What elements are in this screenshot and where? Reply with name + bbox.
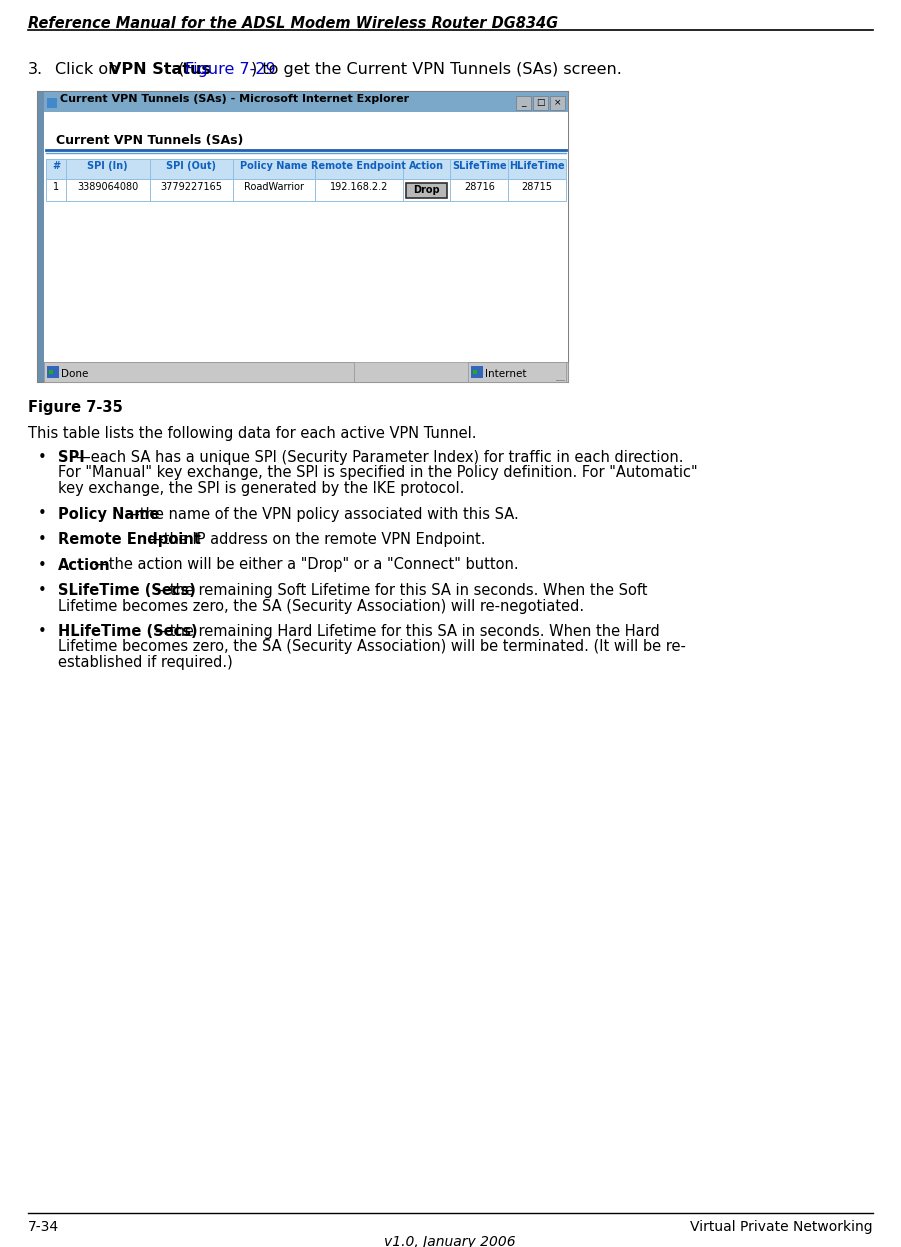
Text: #: # — [52, 161, 60, 171]
Bar — [403, 180, 450, 201]
Text: Drop: Drop — [414, 185, 440, 195]
Bar — [46, 160, 566, 180]
Text: Remote Endpoint: Remote Endpoint — [58, 532, 201, 547]
Bar — [46, 160, 66, 180]
Text: 192.168.2.2: 192.168.2.2 — [330, 182, 388, 192]
Bar — [66, 160, 150, 180]
Text: Policy Name: Policy Name — [241, 161, 308, 171]
Text: HLifeTime (Secs): HLifeTime (Secs) — [58, 624, 197, 638]
Bar — [315, 180, 403, 201]
Text: □: □ — [536, 99, 545, 107]
Text: This table lists the following data for each active VPN Tunnel.: This table lists the following data for … — [28, 426, 477, 441]
Text: 3389064080: 3389064080 — [77, 182, 139, 192]
Text: Lifetime becomes zero, the SA (Security Association) will be terminated. (It wil: Lifetime becomes zero, the SA (Security … — [58, 640, 686, 655]
Bar — [49, 370, 53, 374]
Text: Virtual Private Networking: Virtual Private Networking — [690, 1220, 873, 1235]
Text: •: • — [38, 450, 47, 465]
Bar — [44, 362, 568, 382]
Text: For "Manual" key exchange, the SPI is specified in the Policy definition. For "A: For "Manual" key exchange, the SPI is sp… — [58, 465, 697, 480]
Text: 28716: 28716 — [464, 182, 495, 192]
Bar — [47, 367, 59, 378]
Text: SPI (In): SPI (In) — [87, 161, 128, 171]
Text: Figure 7-35: Figure 7-35 — [28, 400, 123, 415]
Text: Figure 7-29: Figure 7-29 — [186, 62, 276, 77]
Bar — [233, 160, 315, 180]
Bar — [405, 183, 448, 198]
Bar — [508, 160, 566, 180]
Text: _: _ — [522, 99, 526, 107]
Bar — [468, 362, 566, 382]
Text: •: • — [38, 624, 47, 638]
Text: v1.0, January 2006: v1.0, January 2006 — [384, 1235, 515, 1247]
Bar — [44, 362, 354, 382]
Text: Action: Action — [58, 557, 111, 572]
Bar — [471, 367, 483, 378]
Bar — [38, 92, 44, 382]
Text: —each SA has a unique SPI (Security Parameter Index) for traffic in each directi: —each SA has a unique SPI (Security Para… — [77, 450, 684, 465]
Text: •: • — [38, 584, 47, 599]
Bar — [450, 180, 508, 201]
Text: —the IP address on the remote VPN Endpoint.: —the IP address on the remote VPN Endpoi… — [149, 532, 486, 547]
Text: ×: × — [554, 99, 561, 107]
Text: Lifetime becomes zero, the SA (Security Association) will re-negotiated.: Lifetime becomes zero, the SA (Security … — [58, 599, 584, 614]
Text: ) to get the Current VPN Tunnels (SAs) screen.: ) to get the Current VPN Tunnels (SAs) s… — [251, 62, 622, 77]
Text: Remote Endpoint: Remote Endpoint — [312, 161, 406, 171]
Text: Click on: Click on — [55, 62, 123, 77]
Bar — [533, 96, 548, 110]
Text: Current VPN Tunnels (SAs) - Microsoft Internet Explorer: Current VPN Tunnels (SAs) - Microsoft In… — [60, 94, 409, 104]
Text: key exchange, the SPI is generated by the IKE protocol.: key exchange, the SPI is generated by th… — [58, 481, 464, 496]
Bar — [44, 112, 568, 362]
Bar — [550, 96, 565, 110]
Bar — [473, 370, 477, 374]
Text: HLifeTime: HLifeTime — [509, 161, 565, 171]
Text: 1: 1 — [53, 182, 59, 192]
Text: Policy Name: Policy Name — [58, 506, 159, 521]
Text: •: • — [38, 532, 47, 547]
Text: •: • — [38, 506, 47, 521]
Bar — [46, 180, 66, 201]
Text: (: ( — [173, 62, 185, 77]
Text: SPI: SPI — [58, 450, 85, 465]
Text: —the name of the VPN policy associated with this SA.: —the name of the VPN policy associated w… — [124, 506, 518, 521]
Bar — [150, 160, 233, 180]
Text: •: • — [38, 557, 47, 572]
Text: 3779227165: 3779227165 — [160, 182, 223, 192]
Text: Reference Manual for the ADSL Modem Wireless Router DG834G: Reference Manual for the ADSL Modem Wire… — [28, 16, 558, 31]
Text: —the action will be either a "Drop" or a "Connect" button.: —the action will be either a "Drop" or a… — [95, 557, 519, 572]
Text: SPI (Out): SPI (Out) — [167, 161, 216, 171]
Text: established if required.): established if required.) — [58, 655, 232, 670]
Text: RoadWarrior: RoadWarrior — [244, 182, 305, 192]
Text: Action: Action — [409, 161, 444, 171]
Bar — [150, 180, 233, 201]
Bar — [508, 180, 566, 201]
Text: 7-34: 7-34 — [28, 1220, 59, 1235]
Bar — [403, 160, 450, 180]
Text: 3.: 3. — [28, 62, 43, 77]
Text: SLifeTime (Secs): SLifeTime (Secs) — [58, 584, 196, 599]
Text: Done: Done — [61, 369, 88, 379]
Bar — [233, 180, 315, 201]
Bar — [66, 180, 150, 201]
Text: Current VPN Tunnels (SAs): Current VPN Tunnels (SAs) — [56, 133, 243, 147]
Bar — [38, 92, 568, 382]
Bar — [516, 96, 531, 110]
Bar — [44, 92, 568, 112]
Bar — [47, 99, 57, 108]
Text: —the remaining Soft Lifetime for this SA in seconds. When the Soft: —the remaining Soft Lifetime for this SA… — [155, 584, 647, 599]
Text: Internet: Internet — [485, 369, 526, 379]
Text: —the remaining Hard Lifetime for this SA in seconds. When the Hard: —the remaining Hard Lifetime for this SA… — [155, 624, 660, 638]
Bar — [315, 160, 403, 180]
Text: 28715: 28715 — [522, 182, 552, 192]
Text: SLifeTime: SLifeTime — [452, 161, 506, 171]
Text: VPN Status: VPN Status — [109, 62, 211, 77]
Bar — [450, 160, 508, 180]
